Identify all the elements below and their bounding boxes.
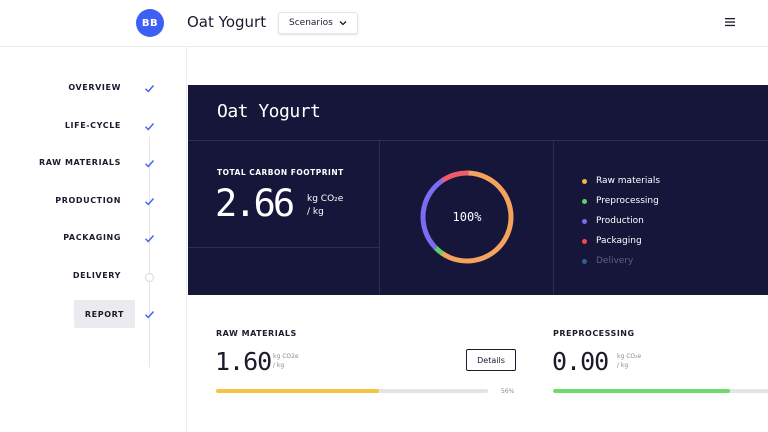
main-content: Oat Yogurt TOTAL CARBON FOOTPRINT 2.66 k… <box>186 47 768 432</box>
step-label: PRODUCTION <box>55 196 121 205</box>
step-overview[interactable]: OVERVIEW <box>0 75 186 103</box>
footprint-unit-line2: / kg <box>307 206 324 217</box>
legend-dot <box>582 218 587 224</box>
step-label: RAW MATERIALS <box>38 158 121 167</box>
step-packaging[interactable]: PACKAGING <box>0 225 186 253</box>
check-icon <box>145 123 155 131</box>
step-label: LIFE-CYCLE <box>64 121 121 130</box>
legend-label: Packaging <box>596 236 642 246</box>
raw-materials-unit-line2: / kg <box>273 362 285 369</box>
summary-panel: Oat Yogurt TOTAL CARBON FOOTPRINT 2.66 k… <box>188 85 768 295</box>
preprocessing-unit-line1: kg CO₂e <box>617 353 642 360</box>
raw-materials-value: 1.60 <box>215 347 272 376</box>
check-icon <box>145 235 155 243</box>
sidebar-steps: OVERVIEW LIFE-CYCLE RAW MATERIALS PRODUC… <box>0 47 186 432</box>
raw-materials-progress-fill <box>216 389 380 393</box>
preprocessing-label: PREPROCESSING <box>553 329 635 338</box>
avatar[interactable]: BB <box>136 9 164 37</box>
legend-label: Delivery <box>596 256 634 266</box>
check-icon <box>145 160 155 168</box>
divider <box>188 140 768 141</box>
check-icon <box>145 85 155 93</box>
step-raw-materials[interactable]: RAW MATERIALS <box>0 150 186 178</box>
step-delivery[interactable]: DELIVERY <box>0 263 186 291</box>
step-label: DELIVERY <box>72 271 121 280</box>
footprint-value: 2.66 <box>215 182 295 225</box>
divider <box>553 140 554 295</box>
donut-slice-production <box>420 177 446 250</box>
product-title: Oat Yogurt <box>217 101 321 122</box>
legend-item-preprocessing: Preprocessing <box>582 191 660 211</box>
footprint-unit-line1: kg CO₂e <box>307 194 344 204</box>
preprocessing-progress-bar <box>553 389 768 393</box>
legend-item-delivery: Delivery <box>582 251 660 271</box>
legend-label: Preprocessing <box>596 196 659 206</box>
donut-slice-packaging <box>441 170 469 183</box>
check-icon <box>145 198 155 206</box>
legend-dot <box>582 198 587 204</box>
divider <box>379 140 380 295</box>
preprocessing-progress-fill <box>553 389 731 393</box>
timeline-line <box>149 137 150 367</box>
raw-materials-percent: 56% <box>501 388 515 395</box>
step-production[interactable]: PRODUCTION <box>0 188 186 216</box>
footprint-unit: kg CO₂e / kg <box>307 193 343 218</box>
legend-dot <box>582 178 587 184</box>
donut-slice-raw-materials <box>439 170 514 264</box>
pending-dot-icon <box>145 273 154 282</box>
legend-item-raw-materials: Raw materials <box>582 171 660 191</box>
preprocessing-value: 0.00 <box>552 347 609 376</box>
footprint-donut-chart <box>420 170 514 264</box>
legend-dot <box>582 258 587 264</box>
step-label: OVERVIEW <box>68 83 121 92</box>
check-icon <box>145 311 155 319</box>
legend-item-production: Production <box>582 211 660 231</box>
raw-materials-progress-bar <box>216 389 488 393</box>
chart-legend: Raw materials Preprocessing Production P… <box>582 171 660 271</box>
legend-dot <box>582 238 587 244</box>
page-title: Oat Yogurt <box>187 13 267 31</box>
raw-materials-unit: kg CO2e / kg <box>273 352 299 370</box>
step-life-cycle[interactable]: LIFE-CYCLE <box>0 113 186 141</box>
active-step-highlight <box>74 300 135 328</box>
raw-materials-label: RAW MATERIALS <box>216 329 297 338</box>
hamburger-menu-icon[interactable] <box>724 16 736 28</box>
preprocessing-unit: kg CO₂e / kg <box>617 352 641 370</box>
scenarios-dropdown[interactable]: Scenarios <box>278 12 358 34</box>
details-button[interactable]: Details <box>466 349 516 371</box>
legend-label: Production <box>596 216 644 226</box>
chevron-down-icon <box>339 21 347 26</box>
step-label: PACKAGING <box>63 233 121 242</box>
legend-label: Raw materials <box>596 176 661 186</box>
preprocessing-unit-line2: / kg <box>617 362 629 369</box>
step-label: REPORT <box>84 310 125 319</box>
donut-center-label: 100% <box>452 210 482 224</box>
scenarios-label: Scenarios <box>289 18 333 28</box>
divider <box>188 247 379 248</box>
legend-item-packaging: Packaging <box>582 231 660 251</box>
step-report[interactable]: REPORT <box>0 300 186 328</box>
top-header: BB Oat Yogurt Scenarios <box>0 0 768 47</box>
raw-materials-unit-line1: kg CO2e <box>273 353 299 360</box>
footprint-label: TOTAL CARBON FOOTPRINT <box>217 168 344 177</box>
